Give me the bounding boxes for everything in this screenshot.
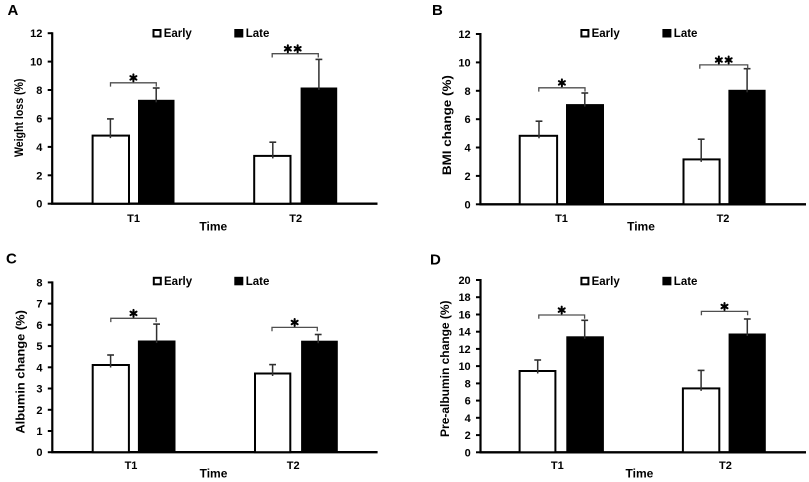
svg-text:T2: T2 [289,213,302,225]
svg-text:20: 20 [458,275,470,287]
svg-text:T2: T2 [719,460,732,472]
svg-text:T1: T1 [555,213,568,225]
svg-text:Albumin change (%): Albumin change (%) [14,310,28,434]
svg-text:Weight loss (%): Weight loss (%) [12,79,26,158]
svg-text:14: 14 [458,327,471,339]
svg-text:Late: Late [246,276,270,288]
svg-text:T1: T1 [127,213,140,225]
svg-text:Late: Late [246,28,270,40]
svg-text:3: 3 [36,384,42,396]
svg-text:4: 4 [464,143,471,155]
svg-text:6: 6 [464,114,470,126]
svg-text:8: 8 [36,85,42,97]
svg-text:Early: Early [164,276,193,288]
svg-text:4: 4 [465,413,472,425]
svg-text:4: 4 [36,362,43,374]
svg-text:1: 1 [36,426,42,438]
svg-text:BMI change (%): BMI change (%) [440,75,454,175]
svg-text:0: 0 [36,447,42,459]
svg-text:2: 2 [36,405,42,417]
svg-text:Early: Early [592,28,621,40]
svg-text:Time: Time [200,467,228,481]
svg-text:6: 6 [36,320,42,332]
svg-text:T1: T1 [551,460,564,472]
svg-text:T1: T1 [125,460,138,472]
svg-text:Early: Early [592,276,621,288]
svg-text:0: 0 [464,199,470,211]
svg-text:0: 0 [36,199,42,211]
svg-text:18: 18 [458,292,470,304]
svg-text:12: 12 [30,28,42,40]
svg-text:D: D [430,252,441,269]
svg-text:5: 5 [36,341,42,353]
svg-text:12: 12 [458,344,470,356]
svg-text:6: 6 [465,396,471,408]
svg-text:Early: Early [164,28,193,40]
svg-text:B: B [432,2,443,19]
svg-text:8: 8 [465,378,471,390]
svg-text:2: 2 [464,171,470,183]
svg-text:T2: T2 [717,213,730,225]
svg-text:Pre-albumin change (%): Pre-albumin change (%) [438,300,452,437]
svg-text:6: 6 [36,114,42,126]
svg-text:10: 10 [458,57,470,69]
svg-text:16: 16 [458,310,470,322]
svg-text:C: C [6,251,17,268]
svg-text:8: 8 [36,277,42,289]
svg-text:10: 10 [458,361,470,373]
svg-text:Time: Time [626,467,654,481]
svg-text:Time: Time [627,220,655,234]
svg-text:Late: Late [674,28,698,40]
svg-text:T2: T2 [287,460,300,472]
svg-text:10: 10 [30,57,42,69]
svg-text:Late: Late [674,276,698,288]
svg-text:8: 8 [464,86,470,98]
svg-text:4: 4 [36,142,43,154]
svg-text:7: 7 [36,299,42,311]
svg-text:12: 12 [458,29,470,41]
svg-text:0: 0 [465,447,471,459]
svg-text:2: 2 [36,170,42,182]
svg-text:Time: Time [199,220,227,234]
svg-text:A: A [8,2,19,19]
svg-text:2: 2 [465,430,471,442]
